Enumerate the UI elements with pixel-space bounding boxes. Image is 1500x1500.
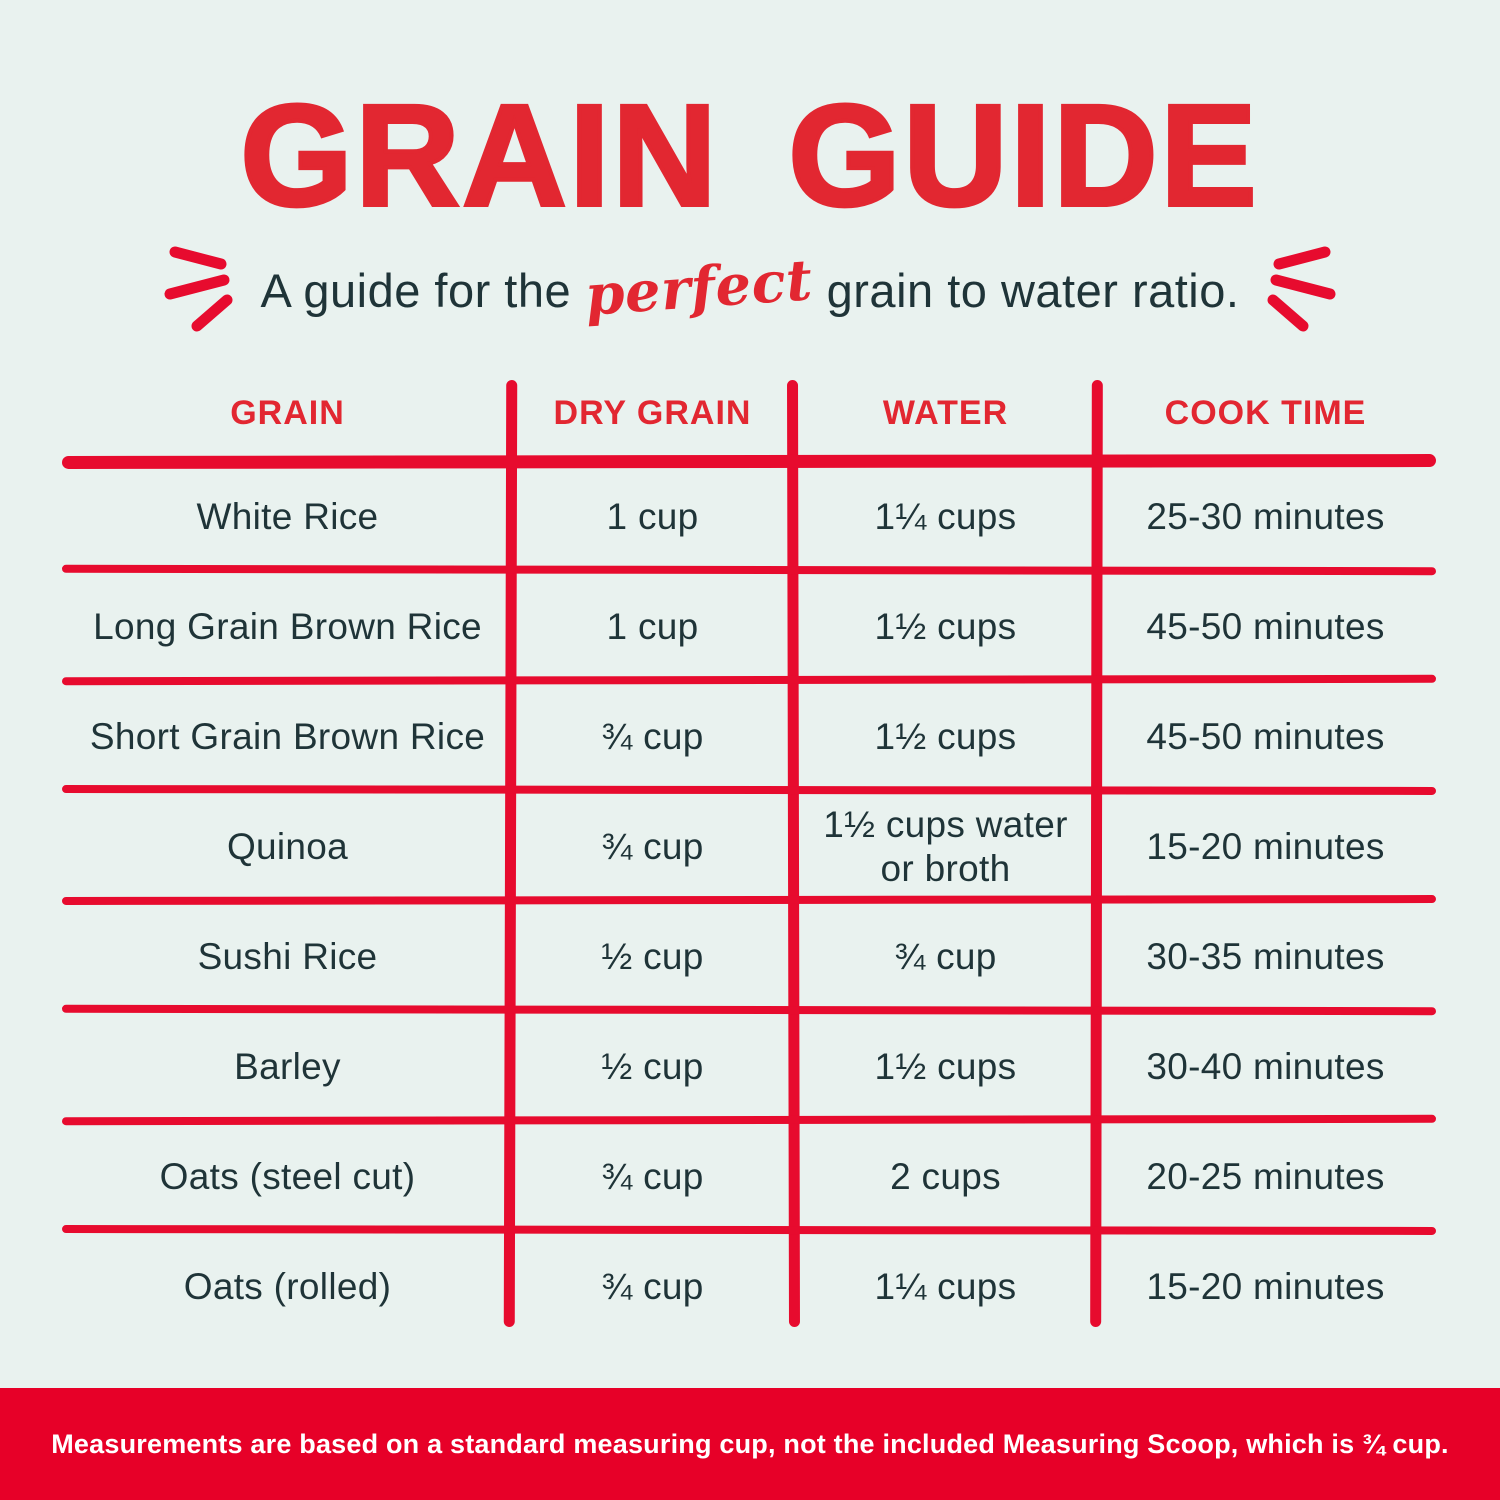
water-value: 1½ cups — [874, 716, 1017, 758]
cook-time-value: 25-30 minutes — [1146, 496, 1385, 537]
footer-bar: Measurements are based on a standard mea… — [0, 1388, 1500, 1500]
table-rule-vertical — [787, 379, 800, 1328]
emphasis-burst-right-icon — [1267, 246, 1336, 332]
dry-grain-value: ¾ cup — [601, 1156, 704, 1197]
subtitle-row: A guide for the perfect grain to water rat… — [0, 240, 1500, 336]
grain-name: Sushi Rice — [197, 936, 378, 977]
cook-time-value: 45-50 minutes — [1146, 716, 1385, 757]
grain-ratio-table: GRAIN DRY GRAIN WATER COOK TIME White Ri… — [61, 379, 1437, 1332]
dry-grain-value: ½ cup — [601, 936, 704, 977]
dry-grain-value: ¾ cup — [601, 826, 704, 867]
cook-time-value: 30-40 minutes — [1146, 1046, 1385, 1087]
cook-time-value: 15-20 minutes — [1146, 826, 1385, 867]
cook-time-value: 30-35 minutes — [1146, 936, 1385, 977]
subtitle: A guide for the perfect grain to water rat… — [260, 247, 1240, 329]
grain-name: Oats (rolled) — [183, 1266, 392, 1307]
grain-name: Long Grain Brown Rice — [93, 606, 482, 647]
table-grid: GRAIN DRY GRAIN WATER COOK TIME White Ri… — [64, 380, 1434, 1342]
subtitle-suffix: grain to water ratio. — [826, 264, 1240, 317]
dry-grain-value: 1 cup — [606, 496, 699, 537]
subtitle-prefix: A guide for the — [260, 264, 572, 317]
grain-name: Quinoa — [226, 826, 349, 867]
dry-grain-value: ¾ cup — [601, 716, 704, 757]
cook-time-value: 45-50 minutes — [1146, 606, 1385, 647]
water-value: 1½ cups — [874, 606, 1017, 648]
column-header-water: WATER — [882, 394, 1009, 432]
grain-name: Barley — [234, 1046, 341, 1087]
water-value: 1½ cups water or broth — [823, 804, 1068, 889]
emphasis-burst-left-icon — [164, 246, 233, 332]
dry-grain-value: 1 cup — [606, 606, 699, 647]
page-title: GRAIN GUIDE — [238, 75, 1260, 236]
dry-grain-value: ½ cup — [601, 1046, 704, 1087]
water-value: 2 cups — [890, 1156, 1001, 1198]
grain-name: White Rice — [196, 496, 379, 537]
column-header-grain: GRAIN — [230, 394, 345, 432]
column-header-cook-time: COOK TIME — [1164, 394, 1367, 432]
footer-note: Measurements are based on a standard mea… — [51, 1428, 1449, 1459]
subtitle-highlight: perfect — [583, 247, 815, 329]
grain-name: Short Grain Brown Rice — [89, 716, 486, 757]
water-value: 1½ cups — [874, 1046, 1017, 1088]
cook-time-value: 20-25 minutes — [1146, 1156, 1385, 1197]
cook-time-value: 15-20 minutes — [1146, 1266, 1385, 1307]
dry-grain-value: ¾ cup — [601, 1266, 704, 1307]
column-header-dry-grain: DRY GRAIN — [553, 394, 752, 432]
water-value: 1¼ cups — [874, 496, 1017, 538]
water-value: ¾ cup — [894, 936, 997, 978]
water-value: 1¼ cups — [874, 1266, 1017, 1308]
table-rule-vertical — [1090, 379, 1103, 1328]
table-rule-header — [61, 454, 1437, 469]
grain-name: Oats (steel cut) — [159, 1156, 416, 1197]
